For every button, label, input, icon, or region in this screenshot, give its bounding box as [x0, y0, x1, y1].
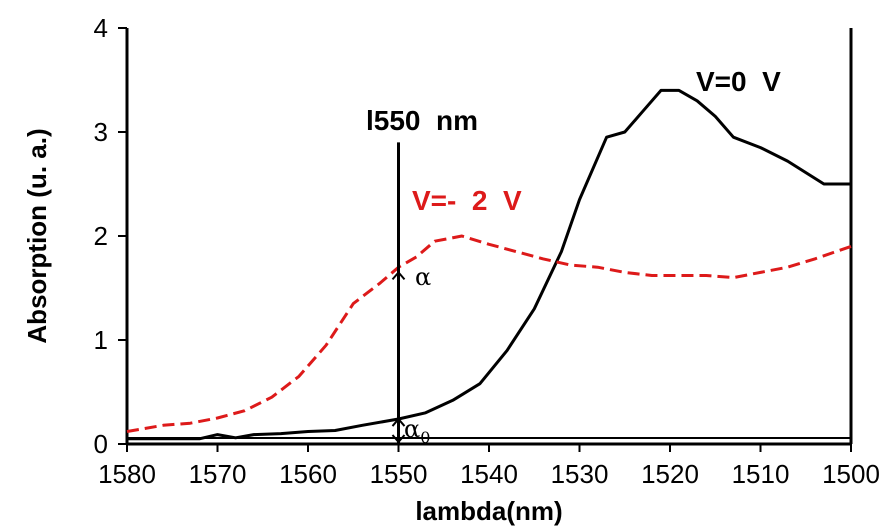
alpha-arrow	[391, 270, 406, 281]
series-label-v-2: V=- 2 V	[412, 185, 522, 216]
marker-label-1550: l550 nm	[366, 105, 478, 136]
x-tick-label: 1500	[822, 459, 880, 489]
series-line-v-2	[126, 234, 852, 433]
x-tick-label: 1560	[279, 459, 337, 489]
x-tick-label: 1530	[551, 459, 609, 489]
y-tick-label: 4	[94, 13, 108, 43]
series-line-v0	[127, 88, 851, 441]
alpha0-label: α0	[404, 415, 430, 447]
x-tick-label: 1540	[460, 459, 518, 489]
x-tick-label: 1580	[98, 459, 156, 489]
x-axis-ticks: 1580 1570 1560 1550 1540 1530 1520 1510 1500	[98, 444, 880, 489]
y-tick-label: 3	[94, 117, 108, 147]
x-tick-label: 1520	[641, 459, 699, 489]
marker-layer	[391, 142, 406, 444]
y-axis-ticks: 0 1 2 3 4	[94, 13, 127, 459]
y-axis-title: Absorption (u. a.)	[22, 128, 52, 343]
y-tick-label: 2	[94, 221, 108, 251]
series-label-v0: V=0 V	[696, 66, 781, 97]
x-tick-label: 1570	[189, 459, 247, 489]
x-tick-label: 1510	[732, 459, 790, 489]
alpha-label: α	[415, 263, 431, 291]
alpha0-base: α	[404, 415, 420, 443]
series-layer	[126, 88, 852, 441]
alpha0-arrow-up	[391, 417, 406, 427]
x-axis-title: lambda(nm)	[415, 496, 562, 526]
alpha0-subscript: 0	[420, 428, 430, 447]
y-tick-label: 1	[94, 325, 108, 355]
x-tick-label: 1550	[370, 459, 428, 489]
y-tick-label: 0	[94, 429, 108, 459]
alpha0-arrow-down	[391, 434, 406, 444]
